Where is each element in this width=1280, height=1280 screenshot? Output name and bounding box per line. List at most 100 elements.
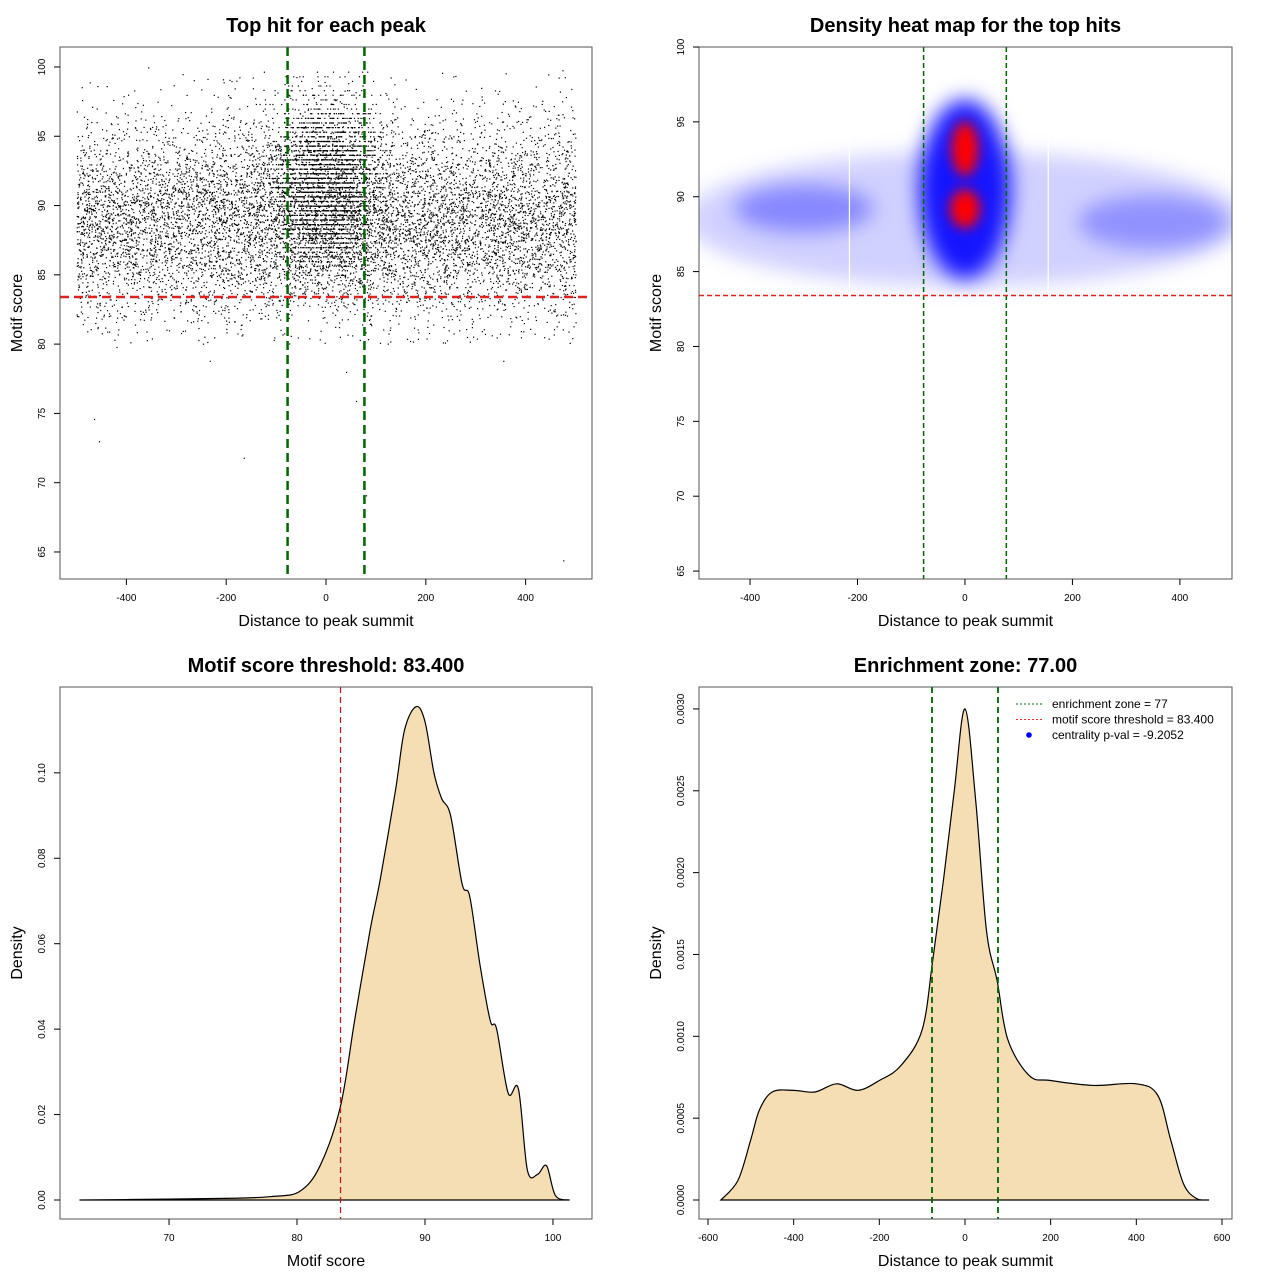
scatter-point bbox=[375, 210, 377, 212]
scatter-point bbox=[322, 256, 325, 258]
scatter-point bbox=[400, 310, 402, 312]
scatter-point bbox=[229, 96, 231, 99]
scatter-point bbox=[434, 285, 436, 287]
scatter-point bbox=[433, 273, 435, 275]
scatter-point bbox=[574, 255, 576, 257]
scatter-point bbox=[187, 202, 189, 204]
scatter-point bbox=[110, 123, 112, 125]
scatter-point bbox=[445, 249, 448, 251]
scatter-point bbox=[216, 230, 218, 232]
scatter-point bbox=[489, 261, 492, 263]
scatter-point bbox=[181, 232, 183, 235]
scatter-point bbox=[552, 292, 554, 295]
scatter-point bbox=[536, 153, 538, 155]
scatter-point bbox=[264, 315, 266, 317]
scatter-point bbox=[182, 218, 184, 220]
scatter-point bbox=[415, 261, 417, 263]
scatter-point bbox=[353, 159, 355, 162]
scatter-point bbox=[568, 192, 570, 194]
scatter-point bbox=[497, 245, 499, 247]
scatter-point bbox=[191, 249, 193, 251]
scatter-point bbox=[484, 102, 486, 104]
scatter-point bbox=[157, 237, 160, 239]
scatter-point bbox=[196, 185, 199, 187]
scatter-point bbox=[171, 195, 173, 197]
scatter-point bbox=[389, 220, 391, 222]
scatter-point bbox=[389, 193, 391, 195]
scatter-point bbox=[404, 276, 406, 278]
scatter-point bbox=[359, 160, 361, 162]
scatter-point bbox=[507, 218, 509, 220]
scatter-point bbox=[136, 159, 138, 162]
scatter-point bbox=[435, 306, 437, 308]
scatter-point bbox=[501, 197, 503, 199]
scatter-point bbox=[416, 244, 418, 246]
scatter-point bbox=[489, 196, 491, 198]
scatter-point bbox=[91, 273, 93, 275]
scatter-point bbox=[519, 225, 521, 227]
scatter-point bbox=[102, 248, 104, 250]
scatter-point bbox=[567, 241, 570, 243]
scatter-point bbox=[397, 211, 399, 213]
scatter-point bbox=[399, 315, 401, 317]
scatter-point bbox=[355, 264, 357, 266]
scatter-point bbox=[215, 312, 217, 314]
scatter-point bbox=[262, 283, 265, 285]
scatter-point bbox=[124, 195, 126, 197]
scatter-point bbox=[525, 173, 527, 175]
scatter-point bbox=[138, 219, 140, 221]
scatter-point bbox=[387, 274, 389, 276]
scatter-point bbox=[153, 219, 155, 221]
scatter-point bbox=[137, 147, 139, 149]
scatter-point bbox=[374, 207, 376, 210]
scatter-point bbox=[492, 172, 494, 174]
scatter-point bbox=[530, 154, 532, 156]
scatter-point bbox=[115, 152, 117, 154]
scatter-point bbox=[412, 223, 414, 225]
scatter-point bbox=[540, 218, 542, 221]
scatter-point bbox=[513, 228, 516, 230]
scatter-point bbox=[328, 206, 330, 208]
scatter-point bbox=[96, 317, 98, 319]
scatter-point bbox=[414, 180, 416, 182]
scatter-point bbox=[560, 244, 562, 246]
scatter-point bbox=[402, 228, 404, 230]
scatter-point bbox=[229, 167, 231, 169]
scatter-point bbox=[315, 203, 318, 205]
scatter-point bbox=[456, 315, 458, 317]
scatter-point bbox=[538, 289, 540, 291]
scatter-point bbox=[83, 248, 85, 250]
scatter-point bbox=[325, 240, 327, 242]
scatter-point bbox=[371, 242, 373, 245]
scatter-point bbox=[126, 231, 128, 233]
scatter-point bbox=[126, 263, 128, 265]
scatter-point bbox=[524, 186, 526, 188]
scatter-point bbox=[406, 205, 408, 207]
scatter-point bbox=[201, 204, 203, 206]
scatter-point bbox=[251, 147, 253, 149]
scatter-point bbox=[471, 323, 473, 325]
scatter-point bbox=[331, 280, 333, 282]
scatter-point bbox=[89, 193, 91, 195]
scatter-point bbox=[506, 146, 508, 148]
scatter-point bbox=[426, 254, 428, 257]
scatter-point bbox=[458, 205, 460, 207]
scatter-point bbox=[370, 234, 372, 237]
scatter-point bbox=[354, 159, 356, 161]
scatter-point bbox=[392, 223, 394, 225]
scatter-point bbox=[336, 253, 338, 255]
scatter-point bbox=[283, 255, 285, 257]
scatter-point bbox=[522, 276, 524, 278]
scatter-point bbox=[234, 321, 236, 323]
scatter-point bbox=[349, 185, 351, 188]
scatter-point bbox=[142, 157, 144, 160]
scatter-point bbox=[260, 309, 262, 311]
scatter-point bbox=[381, 193, 384, 195]
scatter-point bbox=[113, 250, 115, 252]
scatter-point bbox=[108, 217, 110, 219]
scatter-point bbox=[268, 173, 270, 175]
scatter-point bbox=[186, 206, 188, 208]
scatter-point bbox=[486, 264, 488, 266]
scatter-point bbox=[153, 220, 155, 222]
scatter-point bbox=[429, 137, 431, 139]
